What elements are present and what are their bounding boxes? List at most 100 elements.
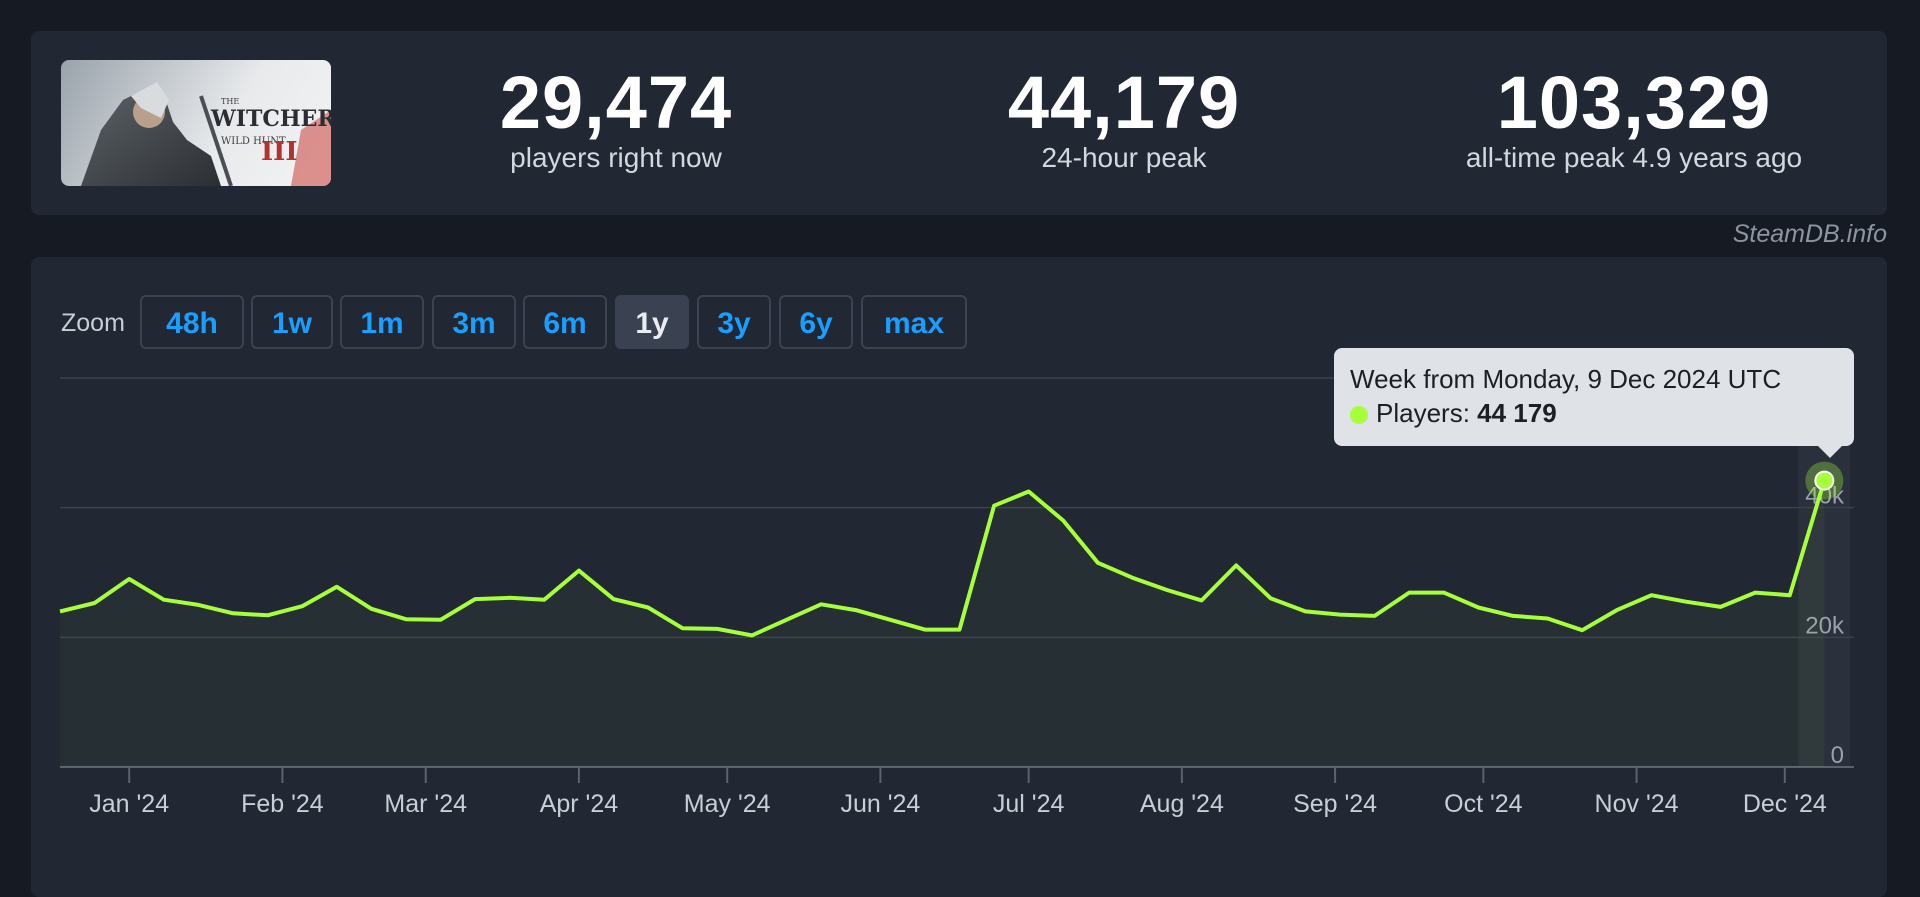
zoom-6m-button[interactable]: 6m <box>523 295 607 349</box>
series-area <box>60 480 1825 767</box>
all-time-peak-label: all-time peak 4.9 years ago <box>1465 142 1803 173</box>
logo-numeral-text: III <box>261 137 298 167</box>
zoom-3m-button[interactable]: 3m <box>432 295 516 349</box>
x-tick-label: Aug '24 <box>1140 790 1224 818</box>
x-tick-label: Jul '24 <box>993 790 1065 818</box>
data-point <box>438 617 444 623</box>
data-point <box>541 597 547 603</box>
logo-witcher-text: WITCHER <box>210 106 331 132</box>
data-point <box>1129 575 1135 581</box>
data-point <box>1648 592 1654 598</box>
data-point <box>1406 590 1412 596</box>
zoom-3y-button[interactable]: 3y <box>697 295 771 349</box>
data-point <box>1095 560 1101 566</box>
x-tick-label: Sep '24 <box>1293 790 1377 818</box>
data-point <box>126 576 132 582</box>
y-tick-label: 0 <box>1831 742 1844 769</box>
data-point <box>680 625 686 631</box>
data-point <box>1372 613 1378 619</box>
tooltip-row: Players: 44 179 <box>1350 396 1838 430</box>
data-point <box>576 568 582 574</box>
x-tick-label: May '24 <box>684 790 771 818</box>
tooltip-series-label: Players: <box>1376 398 1470 428</box>
data-point <box>195 602 201 608</box>
data-point <box>1579 627 1585 633</box>
logo-the-text: THE <box>221 97 239 106</box>
data-point <box>507 595 513 601</box>
24h-peak-label: 24-hour peak <box>1041 142 1207 173</box>
zoom-1w-button[interactable]: 1w <box>251 295 333 349</box>
data-point <box>1060 518 1066 524</box>
witcher-artwork-icon: THE WITCHER WILD HUNT III <box>81 82 331 186</box>
data-point <box>749 632 755 638</box>
data-point <box>368 606 374 612</box>
data-point <box>1718 604 1724 610</box>
data-point <box>1475 605 1481 611</box>
data-point <box>472 596 478 602</box>
data-point <box>853 607 859 613</box>
data-point <box>991 503 997 509</box>
zoom-max-button[interactable]: max <box>861 295 967 349</box>
data-point <box>265 612 271 618</box>
x-tick-label: Mar '24 <box>384 790 467 818</box>
stat-current-players: 29,474 players right now <box>396 65 836 175</box>
game-logo-image[interactable]: THE WITCHER WILD HUNT III <box>61 60 331 186</box>
current-players-value: 29,474 <box>499 61 733 144</box>
steamdb-credit[interactable]: SteamDB.info <box>1732 220 1887 248</box>
data-point <box>1441 590 1447 596</box>
data-point <box>1787 592 1793 598</box>
stat-all-time-peak: 103,329 all-time peak 4.9 years ago <box>1414 65 1854 175</box>
data-point <box>783 617 789 623</box>
series-line-players <box>59 480 1827 638</box>
x-tick-label: Feb '24 <box>241 790 324 818</box>
data-point <box>92 600 98 606</box>
stat-24h-peak: 44,179 24-hour peak <box>904 65 1344 175</box>
logo-wildhunt-text: WILD HUNT <box>221 136 286 147</box>
y-tick-label: 20k <box>1805 612 1845 639</box>
zoom-48h-button[interactable]: 48h <box>140 295 244 349</box>
data-point <box>818 601 824 607</box>
data-point <box>1268 595 1274 601</box>
data-point <box>1545 616 1551 622</box>
data-point <box>334 584 340 590</box>
tooltip-arrow-icon <box>1818 446 1842 458</box>
x-tick-label: Jun '24 <box>840 790 920 818</box>
series-dot-icon <box>1350 406 1368 424</box>
x-tick-label: Dec '24 <box>1743 790 1827 818</box>
zoom-6y-button[interactable]: 6y <box>779 295 853 349</box>
x-tick-label: Jan '24 <box>89 790 169 818</box>
x-tick-label: Oct '24 <box>1444 790 1523 818</box>
zoom-1y-button[interactable]: 1y <box>615 295 689 349</box>
zoom-label: Zoom <box>61 309 125 337</box>
data-point <box>230 610 236 616</box>
data-point <box>1302 608 1308 614</box>
data-point <box>403 616 409 622</box>
chart-tooltip: Week from Monday, 9 Dec 2024 UTC Players… <box>1334 348 1854 458</box>
zoom-1m-button[interactable]: 1m <box>340 295 424 349</box>
tooltip-title: Week from Monday, 9 Dec 2024 UTC <box>1350 364 1782 394</box>
data-point <box>161 597 167 603</box>
data-point <box>956 627 962 633</box>
data-point <box>57 608 63 614</box>
data-point <box>1233 562 1239 568</box>
data-point <box>1683 599 1689 605</box>
stats-card: THE WITCHER WILD HUNT III 29,474 players… <box>31 31 1887 215</box>
data-point <box>1026 488 1032 494</box>
data-point <box>299 603 305 609</box>
x-tick-label: Apr '24 <box>540 790 619 818</box>
current-players-label: players right now <box>510 142 722 173</box>
data-point <box>922 627 928 633</box>
tooltip-value: 44 179 <box>1477 398 1557 428</box>
data-point <box>1510 613 1516 619</box>
data-point <box>714 626 720 632</box>
data-point <box>1199 597 1205 603</box>
data-point <box>645 605 651 611</box>
data-point <box>1337 612 1343 618</box>
x-tick-label: Nov '24 <box>1595 790 1679 818</box>
data-point <box>611 596 617 602</box>
data-point <box>1752 590 1758 596</box>
data-point <box>1614 607 1620 613</box>
highlight-point <box>1814 470 1835 491</box>
data-point <box>887 617 893 623</box>
